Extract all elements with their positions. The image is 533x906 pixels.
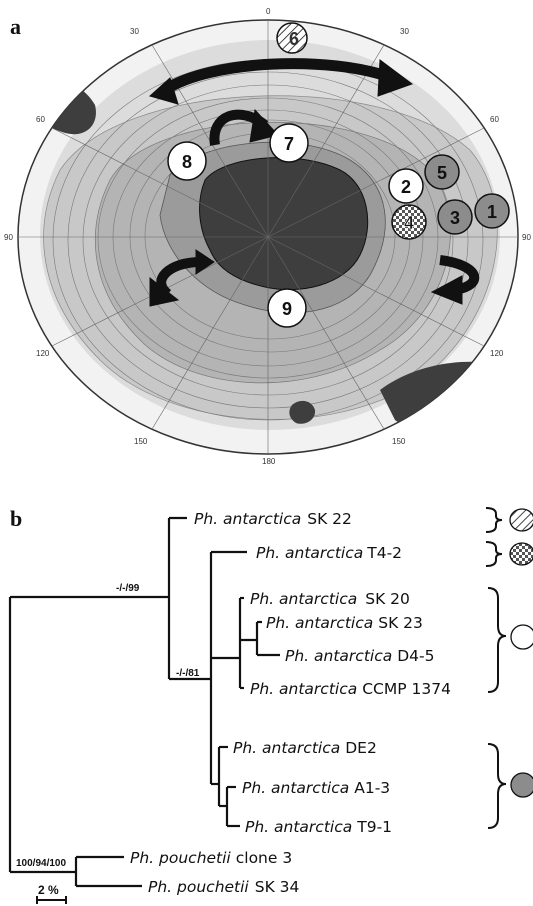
site-marker-2: 2 bbox=[389, 169, 423, 203]
deg-label: 90 bbox=[522, 233, 531, 242]
legend-grey bbox=[511, 773, 533, 797]
taxon-label: Ph. antarctica CCMP 1374 bbox=[250, 680, 451, 698]
scale-bar-label: 2 % bbox=[38, 883, 59, 897]
panel-b-label: b bbox=[10, 506, 22, 531]
deg-label: 60 bbox=[490, 115, 499, 124]
deg-label: 150 bbox=[134, 437, 148, 446]
south-america-landmass bbox=[18, 76, 96, 134]
site-marker-3: 3 bbox=[438, 200, 472, 234]
site-marker-4: 4 bbox=[392, 205, 426, 239]
support-value: -/-/99 bbox=[116, 583, 140, 594]
site-number: 4 bbox=[404, 213, 414, 233]
deg-label: 180 bbox=[262, 457, 276, 466]
site-marker-1: 1 bbox=[475, 194, 509, 228]
deg-label: 120 bbox=[36, 349, 50, 358]
site-marker-9: 9 bbox=[268, 289, 306, 327]
site-number: 9 bbox=[282, 299, 292, 319]
panel-a-label: a bbox=[10, 14, 21, 39]
taxon-label: Ph. antarctica A1-3 bbox=[242, 779, 390, 797]
site-number: 3 bbox=[450, 208, 460, 228]
deg-label: 90 bbox=[4, 233, 13, 242]
legend-white bbox=[511, 625, 533, 649]
site-number: 6 bbox=[289, 29, 299, 49]
clade-legend bbox=[510, 509, 533, 797]
deg-label: 30 bbox=[400, 27, 409, 36]
polar-map: 0 30 60 90 120 150 180 150 120 90 60 30 bbox=[4, 7, 531, 466]
site-marker-5: 5 bbox=[425, 155, 459, 189]
site-marker-7: 7 bbox=[270, 124, 308, 162]
deg-label: 120 bbox=[490, 349, 504, 358]
phylogenetic-tree bbox=[10, 518, 280, 886]
support-value: -/-/81 bbox=[176, 668, 200, 679]
deg-label: 150 bbox=[392, 437, 406, 446]
taxon-label: Ph. antarctica SK 22 bbox=[194, 510, 352, 528]
legend-checkered bbox=[510, 543, 533, 565]
clade-brackets bbox=[486, 508, 506, 828]
bracket-hatched bbox=[486, 508, 502, 532]
taxon-label: Ph. antarctica T4-2 bbox=[256, 544, 402, 562]
antarctica-landmass bbox=[200, 158, 368, 290]
taxon-label: Ph. antarctica SK 20 bbox=[250, 590, 410, 608]
taxon-label: Ph. antarctica D4-5 bbox=[285, 647, 435, 665]
bracket-grey bbox=[488, 744, 506, 828]
taxon-labels: Ph. antarctica SK 22 Ph. antarctica T4-2 P… bbox=[130, 510, 451, 896]
site-number: 5 bbox=[437, 163, 447, 183]
site-number: 8 bbox=[182, 152, 192, 172]
deg-label: 60 bbox=[36, 115, 45, 124]
site-number: 7 bbox=[284, 134, 294, 154]
deg-label: 30 bbox=[130, 27, 139, 36]
scale-bar: 2 % bbox=[37, 883, 66, 904]
site-number: 1 bbox=[487, 202, 497, 222]
bracket-white bbox=[488, 588, 506, 692]
site-number: 2 bbox=[401, 177, 411, 197]
taxon-label: Ph. antarctica DE2 bbox=[233, 739, 377, 757]
taxon-label: Ph. antarctica T9-1 bbox=[245, 818, 392, 836]
legend-hatched bbox=[510, 509, 533, 531]
taxon-label: Ph. pouchetii SK 34 bbox=[148, 878, 299, 896]
site-marker-8: 8 bbox=[168, 142, 206, 180]
site-marker-6: 6 bbox=[277, 23, 307, 53]
bracket-checkered bbox=[486, 542, 502, 566]
deg-label: 0 bbox=[266, 7, 271, 16]
taxon-label: Ph. antarctica SK 23 bbox=[266, 614, 423, 632]
support-value: 100/94/100 bbox=[16, 858, 66, 869]
taxon-label: Ph. pouchetii clone 3 bbox=[130, 849, 292, 867]
